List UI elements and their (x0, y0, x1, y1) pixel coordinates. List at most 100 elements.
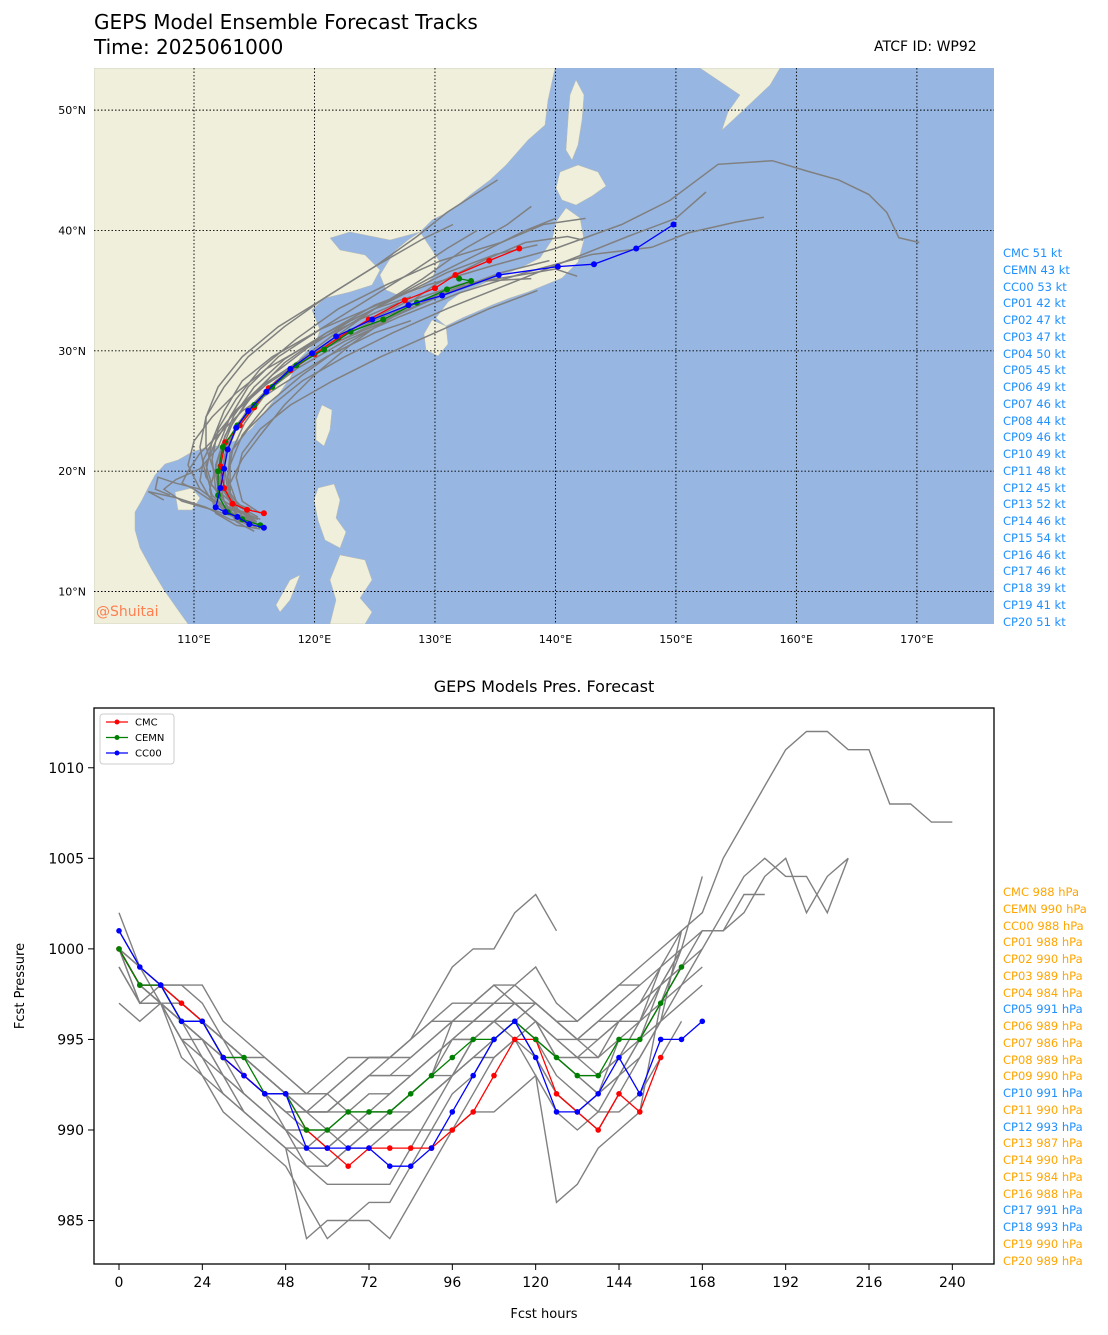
lon-tick-label: 150°E (659, 633, 692, 646)
cemn-pressure-point (574, 1072, 581, 1079)
cmc-pressure-point (637, 1109, 643, 1115)
cc00-track-point (554, 263, 561, 270)
cemn-track-point (456, 275, 463, 282)
cemn-track-point (380, 316, 387, 323)
lat-tick-label: 30°N (58, 345, 86, 358)
y-tick-label: 1005 (48, 851, 84, 867)
cemn-track-point (321, 346, 328, 353)
cc00-pressure-point (616, 1054, 622, 1061)
cmc-pressure-point (512, 1036, 518, 1043)
wind-list-item: CP18 39 kt (1003, 581, 1066, 595)
cmc-track-point (516, 245, 523, 252)
land-asia-mainland (94, 68, 556, 624)
wind-list-item: CP10 49 kt (1003, 447, 1066, 461)
member-pressure-line (118, 857, 849, 1240)
x-tick-label: 144 (606, 1275, 633, 1291)
cc00-pressure-point (303, 1145, 310, 1151)
cemn-pressure-point (345, 1109, 352, 1115)
cmc-pressure-point (449, 1127, 456, 1133)
cc00-pressure-point (657, 1036, 664, 1043)
wind-list-item: CP05 45 kt (1003, 363, 1066, 378)
y-tick-label: 1000 (48, 942, 84, 958)
lon-tick-label: 130°E (418, 633, 451, 646)
cemn-pressure-point (366, 1109, 372, 1115)
cc00-pressure-point (345, 1145, 352, 1151)
cmc-pressure-point (407, 1145, 414, 1151)
lon-tick-label: 110°E (177, 633, 210, 646)
member-track-line (199, 277, 532, 523)
legend-cmc-label: CMC (135, 718, 158, 729)
cc00-track-point (260, 524, 267, 531)
member-track-line (229, 259, 550, 526)
y-tick-label: 1010 (48, 761, 84, 777)
cemn-track-point (219, 444, 226, 451)
member-track-line (205, 229, 478, 523)
cemn-pressure-point (470, 1036, 477, 1043)
cmc-pressure-point (616, 1091, 622, 1097)
y-tick-label: 985 (57, 1214, 84, 1230)
cmc-track-point (244, 506, 250, 513)
cc00-pressure-point (699, 1018, 706, 1025)
cemn-pressure-point (428, 1072, 435, 1079)
cc00-pressure-point (324, 1145, 331, 1151)
member-track-line (219, 159, 920, 520)
wind-list-item: CC00 53 kt (1003, 279, 1067, 294)
wind-list-item: CP04 50 kt (1003, 346, 1066, 361)
cc00-track-point (246, 521, 253, 528)
track-map: 110°E 120°E 130°E 140°E 150°E 160°E 170°E 10°N 2… (58, 68, 994, 646)
member-track-line (147, 490, 255, 527)
cemn-track-point (444, 286, 450, 293)
cmc-pressure-point (387, 1145, 393, 1151)
cemn-pressure-point (616, 1036, 622, 1043)
cc00-track-point (333, 333, 340, 340)
wind-list-item: CP07 46 kt (1003, 396, 1066, 411)
pressure-list-item: CP14 990 hPa (1003, 1153, 1083, 1167)
legend-cc00-marker (114, 750, 120, 756)
cc00-track-point (245, 408, 252, 414)
cemn-pressure-point (449, 1054, 456, 1061)
pressure-list-item: CP15 984 hPa (1003, 1169, 1083, 1184)
cemn-track-point (215, 468, 222, 475)
pressure-list-item: CP13 987 hPa (1003, 1136, 1083, 1151)
cmc-track-point (229, 500, 236, 507)
cc00-track-point (263, 388, 270, 395)
cc00-track-point (309, 350, 316, 357)
pressure-list-item: CC00 988 hPa (1003, 918, 1084, 933)
cc00-pressure-point (678, 1036, 685, 1043)
legend-cemn-marker (114, 735, 120, 740)
pressure-list-item: CP05 991 hPa (1003, 1002, 1083, 1017)
cmc-pressure-point (178, 1000, 185, 1006)
pressure-list-item: CEMN 990 hPa (1003, 901, 1087, 916)
cc00-track-point (439, 292, 446, 299)
map-tick-labels: 110°E 120°E 130°E 140°E 150°E 160°E 170°E 10°N 2… (58, 104, 933, 646)
wind-list-item: CEMN 43 kt (1003, 262, 1070, 277)
lat-tick-label: 50°N (58, 104, 86, 117)
cc00-track-point (495, 272, 502, 278)
cc00-pressure-point (178, 1018, 185, 1025)
legend: CMC CEMN CC00 (99, 713, 175, 765)
lon-tick-label: 170°E (900, 633, 933, 646)
pressure-plot-frame (93, 707, 995, 1265)
pressure-chart-title: GEPS Models Pres. Forecast (434, 677, 655, 696)
wind-list-item: CP02 47 kt (1003, 313, 1066, 327)
pressure-list-item: CP04 984 hPa (1003, 985, 1083, 1000)
cc00-pressure-point (428, 1145, 435, 1151)
pressure-list-item: CP01 988 hPa (1003, 935, 1083, 950)
wind-list-item: CP20 51 kt (1003, 614, 1066, 629)
cc00-pressure-point (199, 1018, 206, 1025)
x-tick-label: 72 (360, 1275, 378, 1291)
cc00-pressure-point (512, 1018, 518, 1025)
y-tick-label: 990 (57, 1123, 84, 1139)
land-taiwan (315, 404, 333, 447)
cc00-pressure-point (574, 1109, 581, 1115)
cc00-track-point (591, 261, 597, 268)
pressure-list-item: CP09 990 hPa (1003, 1069, 1083, 1084)
pressure-axis-ticks: 0 24 48 72 96 120 144 168 192 216 240 985 990 995 1000… (48, 761, 965, 1291)
wind-list-item: CP13 52 kt (1003, 497, 1066, 512)
pressure-list-item: CP07 986 hPa (1003, 1035, 1083, 1050)
cc00-pressure-point (532, 1054, 539, 1061)
cc00-pressure-point (262, 1091, 268, 1097)
lon-tick-label: 120°E (298, 633, 331, 646)
cc00-track-point (369, 316, 376, 323)
cc00-pressure-point (595, 1091, 601, 1097)
